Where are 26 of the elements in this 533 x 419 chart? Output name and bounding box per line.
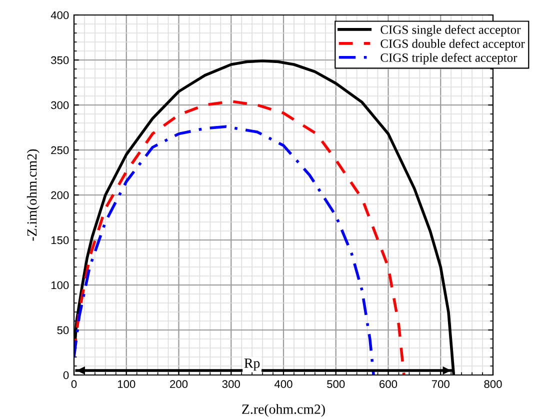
x-tick-label: 100 [118, 380, 136, 388]
y-tick-label: 50 [57, 326, 69, 334]
x-tick-label: 300 [222, 380, 240, 388]
x-tick-label: 800 [484, 380, 502, 388]
x-tick-label: 600 [380, 380, 398, 388]
x-axis-title: Z.re(ohm.cm2) [242, 404, 325, 417]
y-axis-title: -Z.im(ohm.cm2) [26, 149, 40, 241]
x-tick-label: 700 [432, 380, 450, 388]
x-tick-label: 500 [327, 380, 345, 388]
legend-label: CIGS single defect acceptor [380, 25, 521, 36]
legend-label: CIGS triple defect acceptor [380, 52, 518, 64]
x-tick-label: 0 [71, 380, 77, 388]
y-tick-label: 0 [63, 371, 69, 380]
x-tick-label: 200 [170, 380, 188, 388]
y-tick-label: 300 [51, 101, 69, 110]
y-tick-label: 350 [51, 56, 69, 64]
legend-label: CIGS double defect acceptor [380, 39, 525, 50]
annotation: Rp [244, 358, 260, 371]
line-series [74, 100, 406, 375]
x-tick-label: 400 [274, 380, 292, 388]
y-tick-label: 400 [50, 11, 69, 20]
y-tick-label: 200 [51, 191, 69, 200]
y-tick-label: 100 [51, 281, 69, 290]
y-tick-label: 150 [51, 236, 69, 244]
y-tick-label: 250 [51, 146, 69, 154]
line-series [74, 125, 375, 375]
